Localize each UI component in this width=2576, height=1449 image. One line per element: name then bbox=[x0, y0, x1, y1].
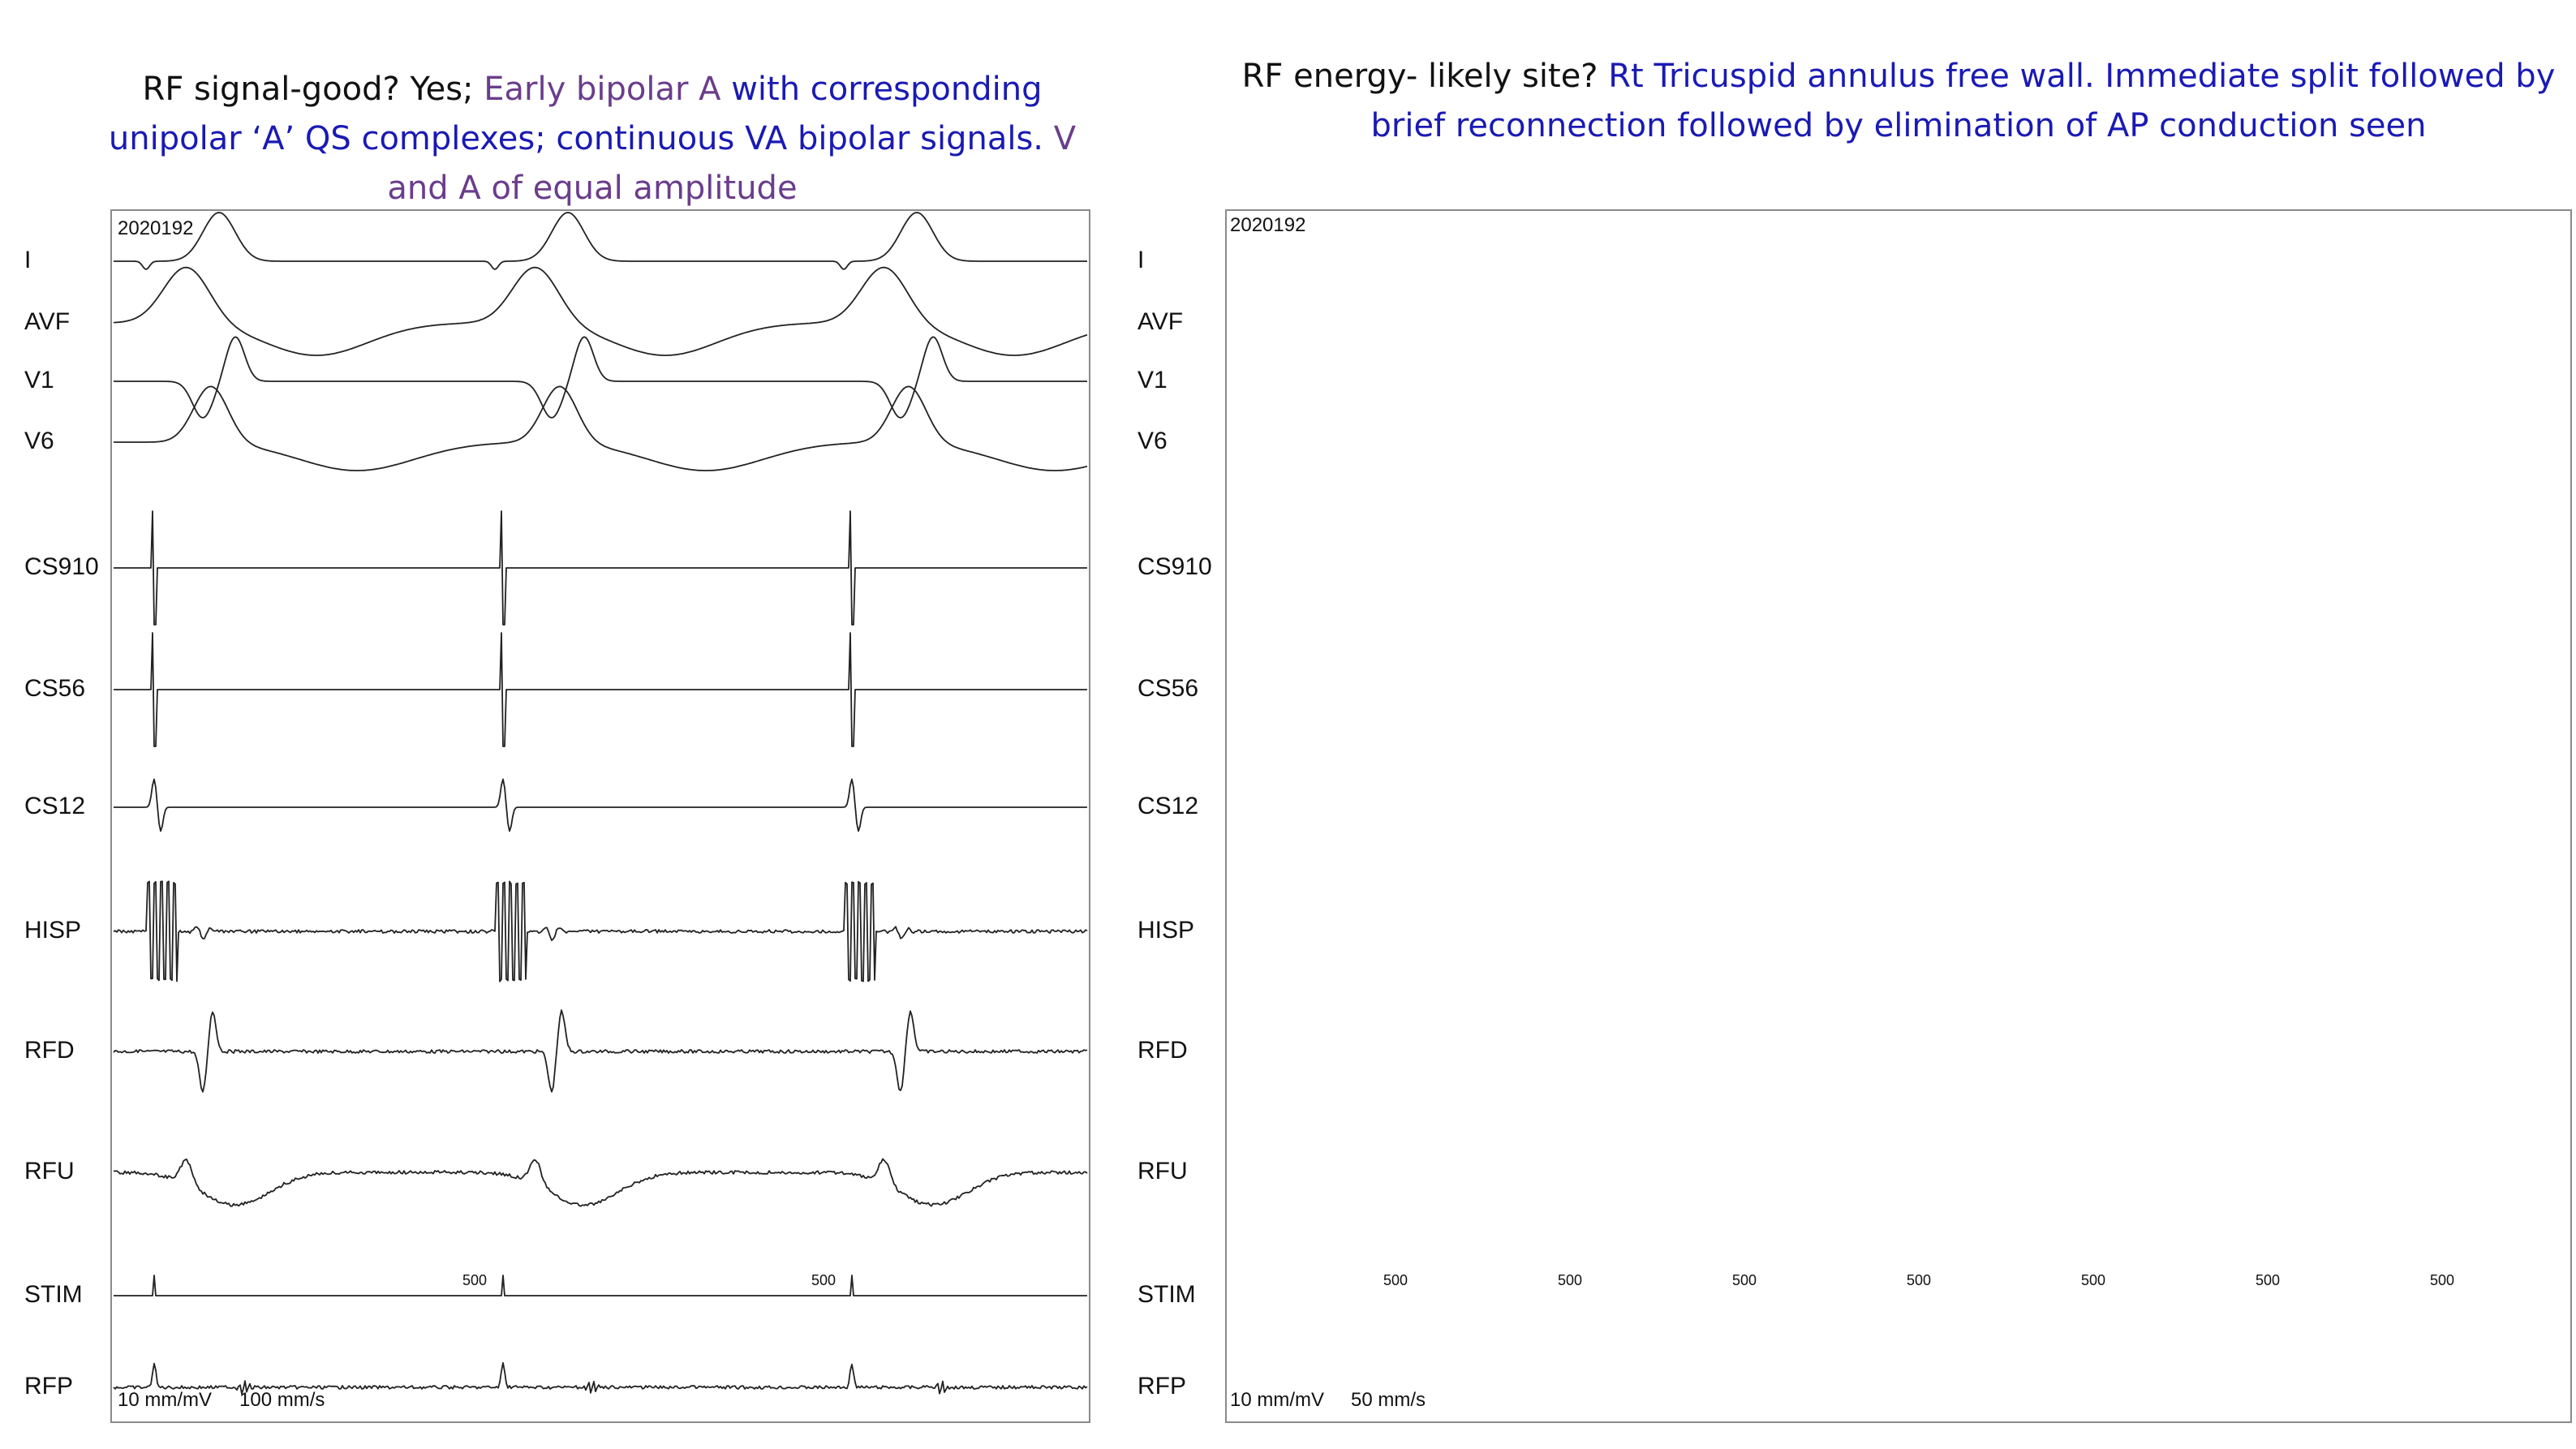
left-trace-v6 bbox=[114, 385, 1088, 471]
lead-label-rfd: RFD bbox=[24, 1037, 75, 1064]
lead-label-stim: STIM bbox=[1137, 1281, 1196, 1308]
left-stim-tick-label: 500 bbox=[462, 1272, 488, 1288]
lead-label-rfd: RFD bbox=[1137, 1037, 1188, 1064]
right-caption-part: RF energy- likely site? bbox=[1241, 58, 1609, 95]
lead-label-avf: AVF bbox=[1137, 308, 1184, 335]
lead-label-hisp: HISP bbox=[1137, 917, 1195, 944]
right-stim-tick-label: 500 bbox=[1907, 1272, 1932, 1288]
right-stim-tick-label: 500 bbox=[2081, 1272, 2106, 1288]
left-trace-cs910 bbox=[114, 510, 1087, 626]
right-speed-label: 50 mm/s bbox=[1351, 1389, 1426, 1411]
lead-label-rfp: RFP bbox=[24, 1373, 73, 1400]
left-trace-rfp bbox=[113, 1361, 1088, 1395]
right-stim-tick-label: 500 bbox=[1383, 1272, 1408, 1288]
lead-label-v1: V1 bbox=[1137, 367, 1168, 393]
lead-label-cs910: CS910 bbox=[1137, 553, 1212, 580]
lead-label-cs910: CS910 bbox=[24, 553, 99, 580]
right-stim-tick-label: 500 bbox=[1732, 1272, 1757, 1288]
lead-label-v6: V6 bbox=[24, 428, 54, 454]
lead-label-rfp: RFP bbox=[1137, 1373, 1186, 1400]
left-caption-part: RF signal-good? Yes; bbox=[142, 71, 484, 108]
lead-label-stim: STIM bbox=[24, 1281, 83, 1308]
lead-label-cs12: CS12 bbox=[1137, 793, 1199, 819]
left-stim-tick-label: 500 bbox=[811, 1272, 836, 1288]
right-stim-tick-label: 500 bbox=[2430, 1272, 2455, 1288]
left-trace-cs56 bbox=[114, 632, 1087, 747]
lead-label-v1: V1 bbox=[24, 367, 54, 393]
left-trace-hisp bbox=[113, 880, 1088, 982]
lead-label-cs12: CS12 bbox=[24, 793, 86, 819]
lead-label-cs56: CS56 bbox=[1137, 675, 1199, 702]
left-trace-avf bbox=[113, 266, 1088, 356]
left-trace-rfu bbox=[113, 1158, 1088, 1207]
lead-label-hisp: HISP bbox=[24, 917, 82, 944]
left-recording-id: 2020192 bbox=[118, 217, 194, 239]
right-stim-tick-label: 500 bbox=[2256, 1272, 2281, 1288]
lead-label-cs56: CS56 bbox=[24, 675, 86, 702]
lead-label-i: I bbox=[24, 247, 32, 273]
right-caption-part: Rt Tricuspid annulus free wall. Immediat… bbox=[1370, 58, 2556, 144]
right-caption: RF energy- likely site? Rt Tricuspid ann… bbox=[1241, 52, 2556, 151]
lead-label-rfu: RFU bbox=[1137, 1158, 1188, 1185]
lead-label-v6: V6 bbox=[1137, 428, 1168, 454]
left-caption-part: Early bipolar A bbox=[484, 71, 732, 108]
left-speed-label: 100 mm/s bbox=[239, 1389, 325, 1411]
left-trace-v1 bbox=[114, 336, 1087, 419]
right-stim-tick-label: 500 bbox=[1558, 1272, 1583, 1288]
left-trace-rfd bbox=[113, 1009, 1088, 1093]
left-gain-label: 10 mm/mV bbox=[118, 1389, 213, 1411]
lead-label-avf: AVF bbox=[24, 308, 71, 335]
lead-label-i: I bbox=[1137, 247, 1145, 273]
lead-label-rfu: RFU bbox=[24, 1158, 75, 1185]
right-gain-label: 10 mm/mV bbox=[1230, 1389, 1325, 1411]
left-caption-part: with corresponding unipolar ‘A’ QS compl… bbox=[108, 71, 1054, 157]
left-trace-cs12 bbox=[114, 778, 1087, 832]
right-recording-id: 2020192 bbox=[1230, 214, 1306, 236]
right-tracing-frame bbox=[1225, 209, 2572, 1423]
left-trace-i bbox=[114, 212, 1087, 270]
left-caption-part: V and A of equal amplitude bbox=[387, 120, 1077, 207]
left-trace-stim bbox=[114, 1275, 1087, 1296]
left-caption: RF signal-good? Yes; Early bipolar A wit… bbox=[97, 65, 1087, 213]
